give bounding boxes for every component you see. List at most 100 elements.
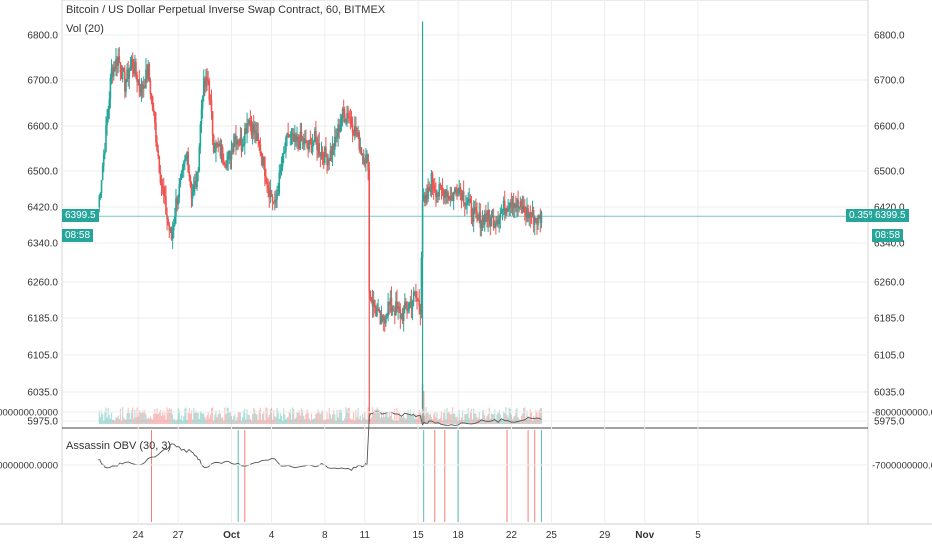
- candle-body: [285, 137, 287, 152]
- price-tick-label-left: 6500.0: [27, 167, 58, 178]
- volume-bar: [145, 414, 147, 424]
- candle-body: [272, 201, 275, 203]
- candle-body: [187, 152, 189, 172]
- candle-body: [319, 154, 322, 157]
- candle-body: [352, 133, 355, 136]
- candle-body: [388, 301, 391, 305]
- volume-bar: [444, 409, 446, 424]
- volume-bar: [369, 418, 371, 424]
- candle-body: [416, 297, 418, 300]
- volume-bar: [205, 419, 207, 424]
- candle-body: [349, 117, 352, 119]
- volume-bar: [454, 414, 456, 424]
- candle-body: [211, 111, 214, 136]
- volume-bar: [403, 415, 405, 424]
- volume-bar: [476, 417, 478, 424]
- candle-body: [222, 160, 225, 165]
- volume-bar: [118, 419, 120, 424]
- candle-body: [536, 220, 538, 225]
- candle-body: [449, 196, 452, 200]
- candle-body: [395, 301, 397, 315]
- volume-bar: [358, 418, 360, 424]
- candle-body: [438, 184, 441, 197]
- candle-body: [530, 216, 533, 218]
- volume-bar: [354, 420, 356, 424]
- candle-body: [148, 64, 151, 81]
- price-tick-label-left: 6420.0: [27, 203, 58, 214]
- volume-bar: [213, 420, 215, 424]
- candle-body: [355, 126, 357, 135]
- volume-bar: [237, 411, 239, 424]
- volume-bar: [393, 420, 395, 424]
- candle-body: [208, 80, 211, 100]
- candle-body: [328, 159, 331, 161]
- volume-bar: [540, 408, 543, 424]
- obv-line: [98, 410, 542, 471]
- volume-bar: [416, 419, 418, 424]
- candle-body: [450, 196, 453, 198]
- volume-bar: [467, 407, 469, 424]
- candle-body: [533, 218, 536, 225]
- candle-body: [257, 133, 259, 141]
- candle-body: [280, 166, 283, 171]
- price-tick-label-right: 6800.0: [874, 31, 905, 42]
- volume-bar: [464, 414, 466, 424]
- candle-body: [189, 176, 192, 186]
- candle-body: [214, 151, 216, 153]
- volume-bar: [315, 413, 317, 424]
- volume-bar: [224, 407, 226, 424]
- volume-bar: [359, 415, 361, 424]
- candle-body: [348, 116, 351, 118]
- candle-body: [540, 212, 543, 224]
- candle-body: [312, 141, 315, 145]
- candle-body: [389, 297, 392, 305]
- volume-bar: [516, 407, 518, 424]
- volume-bar: [128, 411, 130, 424]
- candle-body: [503, 200, 506, 215]
- volume-bar: [177, 408, 179, 424]
- volume-bar: [318, 411, 320, 424]
- candle-body: [413, 291, 416, 293]
- volume-bar: [506, 415, 508, 424]
- candle-body: [101, 166, 104, 181]
- volume-bar: [233, 416, 235, 424]
- candle-body: [402, 308, 405, 321]
- volume-bar: [129, 419, 132, 424]
- volume-bar: [538, 409, 540, 424]
- time-tick-label: 22: [506, 530, 518, 541]
- volume-bar: [289, 409, 291, 424]
- volume-bar: [207, 412, 209, 424]
- time-tick-label: 24: [133, 530, 145, 541]
- candle-body: [206, 76, 208, 81]
- volume-bar: [468, 418, 470, 424]
- candle-body: [432, 185, 435, 190]
- candle-body: [369, 290, 372, 300]
- candle-body: [427, 186, 429, 199]
- candle-body: [459, 186, 462, 190]
- volume-bar: [425, 407, 427, 424]
- candle-body: [311, 144, 314, 153]
- candle-body: [371, 300, 374, 307]
- volume-bar: [408, 414, 410, 424]
- candle-body: [105, 125, 107, 152]
- candle-body: [185, 155, 187, 160]
- volume-bar: [180, 415, 183, 424]
- volume-bar: [480, 420, 483, 424]
- volume-bar: [209, 414, 211, 424]
- volume-bar: [316, 412, 318, 424]
- candle-body: [232, 143, 235, 153]
- volume-bar: [175, 420, 177, 424]
- volume-bar: [303, 415, 305, 424]
- volume-bar: [235, 420, 237, 424]
- volume-bar: [234, 413, 236, 424]
- candle-body: [314, 130, 316, 142]
- candle-body: [399, 309, 402, 319]
- volume-bar: [375, 410, 377, 424]
- volume-bar: [135, 417, 137, 424]
- volume-bar: [317, 409, 319, 424]
- candle-body: [102, 154, 105, 167]
- volume-bar: [453, 413, 455, 424]
- volume-bar: [500, 419, 503, 424]
- candle-body: [259, 144, 262, 155]
